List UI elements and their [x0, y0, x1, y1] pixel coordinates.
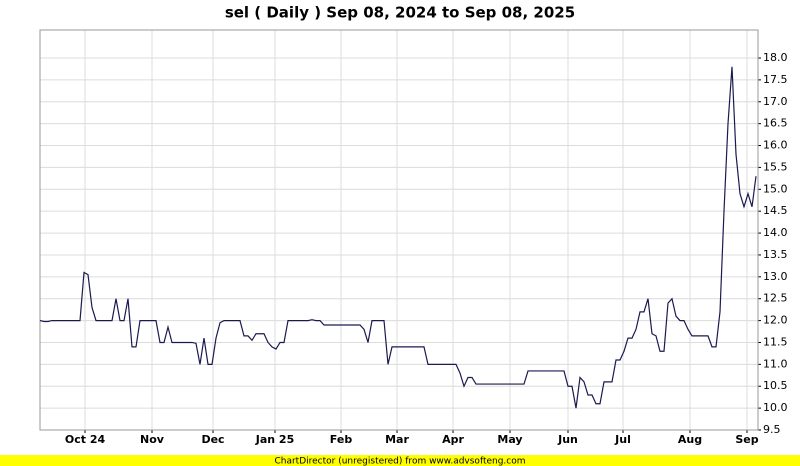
y-tick-label: 15.5 — [763, 160, 788, 173]
y-tick-label: 18.0 — [763, 51, 788, 64]
chart-title: sel ( Daily ) Sep 08, 2024 to Sep 08, 20… — [225, 4, 575, 22]
plot-area — [40, 30, 758, 430]
x-tick-label: Dec — [201, 433, 224, 446]
y-tick-label: 13.5 — [763, 248, 788, 261]
x-tick-label: Jul — [614, 433, 631, 446]
y-tick-label: 17.5 — [763, 73, 788, 86]
y-tick-label: 10.5 — [763, 379, 788, 392]
plot-border — [39, 29, 759, 431]
x-tick-label: Feb — [330, 433, 353, 446]
x-tick-label: Aug — [678, 433, 702, 446]
y-tick-label: 16.5 — [763, 117, 788, 130]
x-tick-label: Jan 25 — [255, 433, 294, 446]
footer-bar — [0, 455, 800, 466]
x-tick-label: Mar — [385, 433, 409, 446]
y-tick-label: 12.0 — [763, 314, 788, 327]
footer: ChartDirector (unregistered) from www.ad… — [274, 457, 525, 466]
x-tick-label: Jun — [557, 433, 578, 446]
y-tick-label: 11.5 — [763, 335, 788, 348]
y-tick-label: 11.0 — [763, 357, 788, 370]
y-tick-label: 16.0 — [763, 139, 788, 152]
x-tick-label: Sep — [735, 433, 758, 446]
x-tick-label: Apr — [442, 433, 464, 446]
y-tick-label: 9.5 — [763, 423, 781, 436]
y-tick-label: 12.5 — [763, 292, 788, 305]
price-line — [39, 66, 757, 409]
x-tick-label: Nov — [140, 433, 165, 446]
x-tick-label: May — [497, 433, 522, 446]
y-tick-label: 15.0 — [763, 182, 788, 195]
y-tick-label: 14.0 — [763, 226, 788, 239]
y-tick-label: 14.5 — [763, 204, 788, 217]
y-tick-label: 13.0 — [763, 270, 788, 283]
y-tick-label: 17.0 — [763, 95, 788, 108]
y-tick-label: 10.0 — [763, 401, 788, 414]
x-tick-label: Oct 24 — [65, 433, 106, 446]
